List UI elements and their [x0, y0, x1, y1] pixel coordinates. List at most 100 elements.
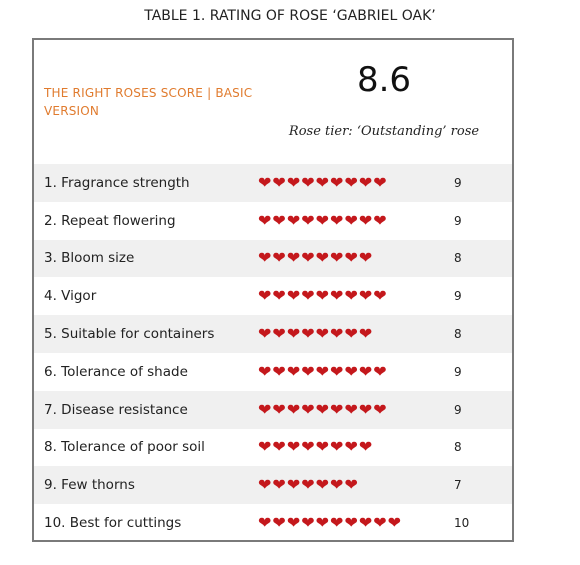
heart-icon: ❤: [315, 399, 331, 419]
table-row: 5. Suitable for containers ❤❤❤❤❤❤❤❤ 8: [34, 315, 512, 353]
heart-icon: ❤: [301, 399, 316, 419]
heart-icon: ❤: [330, 475, 345, 495]
heart-icon: ❤: [387, 513, 403, 533]
heart-icon: ❤: [330, 399, 345, 419]
hearts-rating: ❤❤❤❤❤❤❤❤❤: [258, 361, 388, 381]
heart-icon: ❤: [272, 324, 287, 344]
score-label: THE RIGHT ROSES SCORE | BASIC VERSION: [44, 86, 253, 118]
rose-tier: Rose tier: ‘Outstanding’ rose: [288, 124, 480, 139]
heart-icon: ❤: [330, 210, 345, 230]
heart-icon: ❤: [301, 437, 316, 457]
heart-icon: ❤: [258, 286, 273, 306]
criterion-label: 4. Vigor: [44, 288, 97, 305]
heart-icon: ❤: [272, 210, 287, 230]
heart-icon: ❤: [301, 172, 316, 192]
heart-icon: ❤: [344, 210, 359, 230]
heart-icon: ❤: [258, 399, 273, 419]
heart-icon: ❤: [358, 513, 374, 533]
hearts-rating: ❤❤❤❤❤❤❤❤: [258, 326, 373, 342]
heart-icon: ❤: [286, 248, 302, 268]
heart-icon: ❤: [315, 475, 331, 495]
hearts-rating: ❤❤❤❤❤❤❤❤❤: [258, 172, 388, 192]
heart-icon: ❤: [301, 361, 316, 381]
table-row: 3. Bloom size ❤❤❤❤❤❤❤❤ 8: [34, 239, 512, 278]
table-row: 1. Fragrance strength ❤❤❤❤❤❤❤❤❤ 9: [34, 164, 512, 202]
heart-icon: ❤: [315, 286, 331, 306]
heart-icon: ❤: [286, 286, 302, 306]
heart-icon: ❤: [344, 324, 359, 344]
heart-icon: ❤: [330, 172, 345, 192]
heart-icon: ❤: [258, 248, 273, 268]
heart-icon: ❤: [330, 324, 345, 344]
heart-icon: ❤: [344, 399, 359, 419]
heart-icon: ❤: [272, 513, 287, 533]
hearts-rating: ❤❤❤❤❤❤❤❤❤: [258, 288, 388, 304]
table-row: 6. Tolerance of shade ❤❤❤❤❤❤❤❤❤ 9: [34, 353, 512, 391]
heart-icon: ❤: [330, 437, 345, 457]
hearts-rating: ❤❤❤❤❤❤❤❤❤: [258, 210, 388, 230]
hearts-rating: ❤❤❤❤❤❤❤❤❤❤: [258, 515, 402, 531]
heart-icon: ❤: [272, 248, 287, 268]
heart-icon: ❤: [272, 399, 287, 419]
heart-icon: ❤: [272, 172, 287, 192]
heart-icon: ❤: [373, 361, 388, 381]
heart-icon: ❤: [301, 475, 316, 495]
criterion-label: 8. Tolerance of poor soil: [44, 439, 205, 456]
heart-icon: ❤: [358, 437, 374, 457]
heart-icon: ❤: [272, 361, 287, 381]
heart-icon: ❤: [301, 286, 316, 306]
heart-icon: ❤: [272, 286, 287, 306]
heart-icon: ❤: [301, 324, 316, 344]
heart-icon: ❤: [344, 286, 359, 306]
heart-icon: ❤: [258, 172, 273, 192]
heart-icon: ❤: [344, 361, 359, 381]
heart-icon: ❤: [286, 210, 302, 230]
heart-icon: ❤: [373, 286, 388, 306]
heart-icon: ❤: [286, 475, 302, 495]
rating-rows: 1. Fragrance strength ❤❤❤❤❤❤❤❤❤ 9 2. Repeat…: [34, 164, 512, 542]
table-row: 10. Best for cuttings ❤❤❤❤❤❤❤❤❤❤ 10: [34, 504, 512, 542]
heart-icon: ❤: [344, 475, 359, 495]
heart-icon: ❤: [358, 324, 374, 344]
criterion-label: 5. Suitable for containers: [44, 326, 215, 343]
hearts-rating: ❤❤❤❤❤❤❤: [258, 477, 359, 493]
hearts-rating: ❤❤❤❤❤❤❤❤: [258, 250, 373, 266]
heart-icon: ❤: [358, 248, 374, 268]
heart-icon: ❤: [258, 324, 273, 344]
criterion-label: 9. Few thorns: [44, 477, 135, 494]
heart-icon: ❤: [344, 513, 359, 533]
heart-icon: ❤: [258, 475, 273, 495]
heart-icon: ❤: [286, 172, 302, 192]
criterion-score: 9: [454, 175, 462, 190]
heart-icon: ❤: [286, 324, 302, 344]
heart-icon: ❤: [258, 210, 273, 230]
criterion-score: 7: [454, 478, 462, 493]
criterion-label: 1. Fragrance strength: [44, 174, 190, 191]
overall-score: 8.6: [356, 60, 412, 100]
heart-icon: ❤: [286, 437, 302, 457]
hearts-rating: ❤❤❤❤❤❤❤❤❤: [258, 399, 388, 419]
heart-icon: ❤: [301, 513, 316, 533]
heart-icon: ❤: [301, 210, 316, 230]
card-header: THE RIGHT ROSES SCORE | BASIC VERSION 8.…: [34, 40, 512, 164]
heart-icon: ❤: [286, 399, 302, 419]
criterion-score: 9: [454, 364, 462, 379]
heart-icon: ❤: [330, 513, 345, 533]
heart-icon: ❤: [358, 361, 374, 381]
heart-icon: ❤: [258, 437, 273, 457]
table-caption: TABLE 1. RATING OF ROSE ‘GABRIEL OAK’: [144, 8, 436, 24]
heart-icon: ❤: [330, 361, 345, 381]
heart-icon: ❤: [315, 437, 331, 457]
criterion-score: 8: [454, 327, 462, 342]
heart-icon: ❤: [358, 172, 374, 192]
heart-icon: ❤: [258, 513, 273, 533]
criterion-score: 8: [454, 251, 462, 266]
heart-icon: ❤: [344, 437, 359, 457]
criterion-score: 8: [454, 440, 462, 455]
heart-icon: ❤: [358, 286, 374, 306]
heart-icon: ❤: [258, 361, 273, 381]
heart-icon: ❤: [344, 248, 359, 268]
heart-icon: ❤: [344, 172, 359, 192]
criterion-label: 6. Tolerance of shade: [44, 363, 188, 380]
heart-icon: ❤: [315, 210, 331, 230]
